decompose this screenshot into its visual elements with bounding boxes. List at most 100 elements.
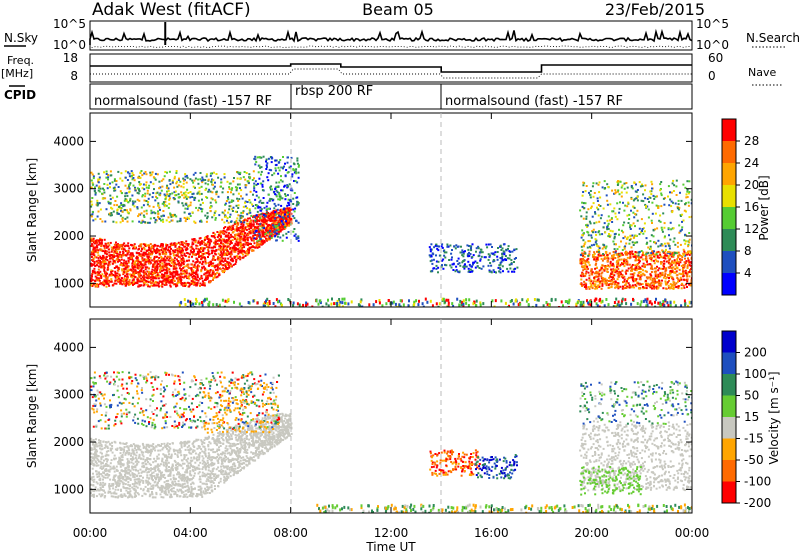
power-cell [295, 219, 297, 222]
power-cell [136, 198, 139, 201]
power-cell [650, 180, 653, 183]
power-cell [191, 179, 194, 182]
power-cell [245, 228, 248, 231]
power-cell [686, 272, 689, 275]
power-cell [516, 266, 519, 269]
power-cell [655, 285, 658, 288]
power-cell [146, 280, 149, 283]
power-cell [195, 247, 198, 250]
power-cell [198, 248, 201, 251]
power-cell [111, 255, 114, 258]
power-cell [657, 273, 660, 276]
power-cell [182, 270, 184, 272]
power-cell [192, 275, 195, 277]
power-cell [157, 274, 160, 277]
power-cell [587, 271, 590, 274]
power-cell [152, 245, 155, 248]
power-cell [653, 285, 655, 288]
power-cell [660, 267, 663, 270]
power-cell [583, 259, 586, 262]
power-cell [191, 263, 194, 266]
power-cell [588, 279, 591, 282]
power-cell [612, 257, 615, 260]
power-cell [662, 276, 665, 279]
power-cell [614, 250, 617, 253]
power-cell [140, 221, 143, 224]
power-cell [222, 267, 225, 270]
power-cell [138, 260, 141, 263]
power-cell [199, 203, 202, 206]
power-cell [126, 187, 129, 190]
power-cell [272, 223, 275, 226]
power-cell [158, 256, 161, 259]
power-cell [196, 276, 199, 279]
power-cell [617, 259, 620, 262]
power-cell [635, 255, 638, 258]
power-cell [126, 273, 129, 276]
power-cell [163, 247, 166, 250]
power-cell [185, 197, 188, 200]
power-cell [586, 265, 589, 268]
power-cell [664, 282, 667, 285]
power-cell [154, 267, 157, 270]
power-cell [142, 220, 145, 223]
power-cell [127, 266, 129, 269]
power-cell [612, 269, 615, 272]
power-cell [255, 183, 258, 186]
power-cell [142, 246, 145, 249]
power-cell [106, 259, 109, 262]
power-cell [113, 189, 116, 192]
power-cell [278, 213, 281, 216]
power-cell [627, 267, 630, 270]
power-cell [154, 221, 157, 224]
power-cell [129, 209, 132, 212]
power-cell [280, 220, 283, 222]
power-cell [199, 251, 202, 253]
power-cell [244, 240, 247, 243]
power-cell [103, 245, 106, 248]
power-cell [277, 185, 280, 188]
power-cell [621, 249, 624, 251]
power-cell [109, 260, 112, 263]
power-cell [101, 249, 104, 252]
power-cell [153, 263, 156, 266]
power-cell [513, 248, 516, 251]
power-cell [580, 261, 583, 264]
power-cell [141, 258, 144, 261]
power-cell [93, 262, 96, 264]
power-cell [91, 275, 93, 278]
power-cell [428, 246, 431, 249]
power-cell [148, 221, 151, 224]
power-cell [265, 237, 267, 240]
power-cell [164, 271, 167, 274]
power-cell [273, 207, 276, 210]
power-cell [618, 245, 621, 248]
power-cell [661, 272, 664, 275]
power-cell [155, 252, 157, 255]
power-cell [278, 214, 280, 217]
power-cell [217, 176, 220, 179]
power-cell [659, 253, 662, 256]
power-cell [132, 174, 135, 176]
power-cell [117, 243, 119, 246]
power-cell [227, 257, 230, 260]
power-cell [648, 257, 651, 260]
power-cell [621, 252, 623, 255]
power-cell [121, 219, 124, 222]
power-cell [189, 246, 192, 249]
power-cell [286, 204, 289, 207]
power-cell [131, 253, 134, 256]
power-cell [125, 209, 128, 212]
power-cell [95, 264, 98, 267]
power-cell [103, 268, 106, 271]
power-cell [259, 234, 262, 237]
power-cell [588, 191, 590, 194]
power-cell [285, 169, 288, 171]
power-cell [100, 242, 103, 245]
power-cell [257, 171, 260, 174]
power-cell [160, 256, 163, 258]
power-cell [287, 208, 290, 211]
power-cell [686, 286, 688, 288]
power-cell [625, 287, 628, 289]
power-cell [260, 219, 263, 222]
